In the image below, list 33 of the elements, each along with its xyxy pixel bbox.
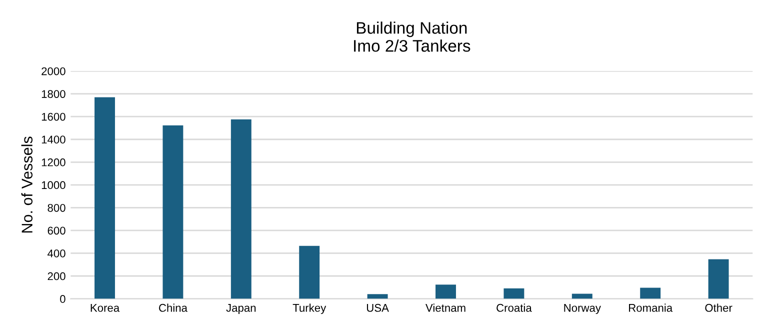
y-tick-label: 2000 (42, 67, 66, 76)
bar (504, 288, 524, 299)
y-tick-label: 0 (60, 295, 66, 303)
x-tick-label: Romania (629, 304, 673, 312)
x-tick-label: China (159, 304, 188, 312)
y-tick-label: 1400 (42, 136, 66, 144)
bar (367, 294, 388, 299)
bar (708, 259, 729, 299)
y-tick-label: 400 (48, 250, 66, 258)
y-tick-label: 1800 (42, 90, 66, 98)
x-tick-label: Japan (226, 304, 256, 314)
x-tick-label: Turkey (292, 304, 326, 314)
bar (162, 125, 184, 299)
y-tick-label: 1200 (42, 158, 66, 166)
x-tick-label: Croatia (496, 304, 532, 312)
x-tick-label: Norway (564, 304, 601, 314)
bar (640, 288, 661, 299)
bar (436, 284, 456, 299)
bar (230, 119, 252, 299)
x-tick-label: Other (705, 304, 732, 312)
x-tick-label: Korea (90, 304, 120, 312)
x-tick-label: USA (366, 304, 389, 312)
x-tick-label: Vietnam (426, 304, 466, 312)
chart-title: Building Nation Imo 2/3 Tankers (354, 22, 470, 52)
bar (94, 97, 115, 299)
y-tick-label: 200 (48, 272, 66, 280)
bar (299, 246, 320, 299)
y-tick-label: 600 (48, 226, 66, 235)
y-tick-label: 800 (48, 204, 66, 212)
bar (572, 294, 592, 299)
y-tick-label: 1600 (42, 112, 66, 121)
y-axis-title: No. of Vessels (21, 136, 33, 232)
y-tick-label: 1000 (42, 181, 66, 190)
